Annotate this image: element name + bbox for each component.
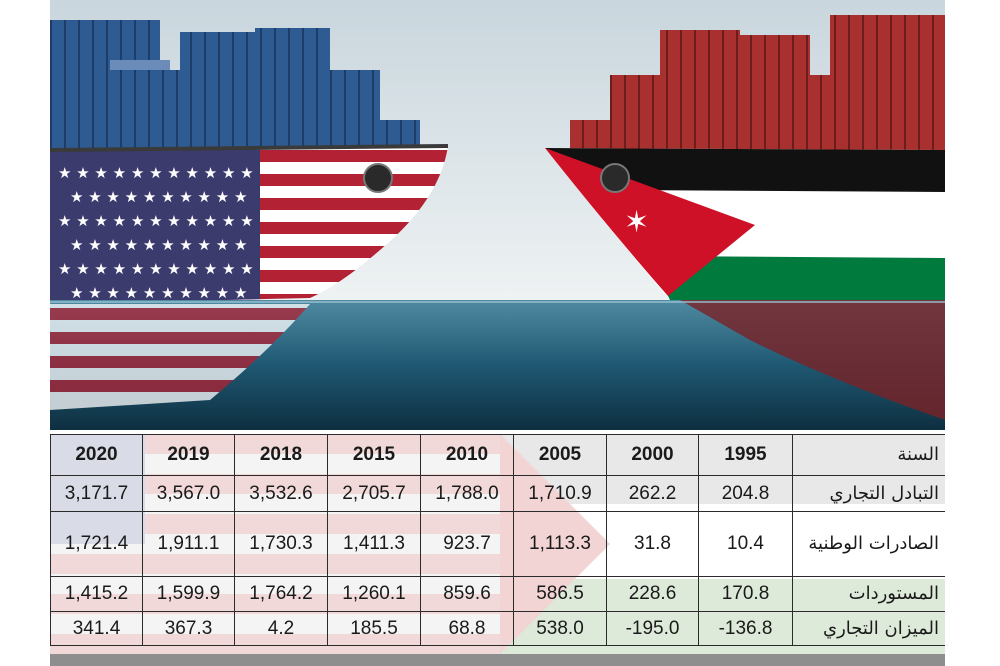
table-cell: 586.5 [513,576,607,612]
table-row: 341.4 367.3 4.2 185.5 68.8 538.0 -195.0 … [50,611,945,646]
table-cell: -136.8 [698,611,793,646]
table-cell: 204.8 [698,475,793,512]
table-cell: 1,710.9 [513,475,607,512]
table-cell: 1,788.0 [420,475,514,512]
trade-table-panel: 2020 2019 2018 2015 2010 2005 2000 1995 … [50,434,945,654]
svg-text:★ ★ ★ ★ ★ ★ ★ ★ ★ ★ ★: ★ ★ ★ ★ ★ ★ ★ ★ ★ ★ ★ [58,260,254,278]
svg-text:★ ★ ★ ★ ★ ★ ★ ★ ★ ★: ★ ★ ★ ★ ★ ★ ★ ★ ★ ★ [70,236,247,254]
table-cell: 1,599.9 [142,576,235,612]
table-cell: 262.2 [606,475,699,512]
row-label: الميزان التجاري [792,611,945,646]
table-row: 1,415.2 1,599.9 1,764.2 1,260.1 859.6 58… [50,576,945,612]
table-cell: 185.5 [327,611,421,646]
table-cell: 3,567.0 [142,475,235,512]
table-cell: 1,260.1 [327,576,421,612]
us-containers [50,20,420,150]
year-header: 2000 [606,434,699,476]
table-cell: 1,411.3 [327,511,421,577]
table-cell: 170.8 [698,576,793,612]
table-row: 3,171.7 3,567.0 3,532.6 2,705.7 1,788.0 … [50,475,945,512]
table-header-row: 2020 2019 2018 2015 2010 2005 2000 1995 … [50,434,945,476]
table-cell: 1,730.3 [234,511,328,577]
table-cell: 2,705.7 [327,475,421,512]
jordan-flag: ✶ [545,148,945,300]
year-column-label: السنة [792,434,945,476]
table-cell: 859.6 [420,576,514,612]
table-cell: 1,911.1 [142,511,235,577]
table-cell: 1,721.4 [50,511,143,577]
svg-text:★ ★ ★ ★ ★ ★ ★ ★ ★ ★: ★ ★ ★ ★ ★ ★ ★ ★ ★ ★ [70,284,247,302]
table-cell: 341.4 [50,611,143,646]
year-header: 2019 [142,434,235,476]
table-cell: 367.3 [142,611,235,646]
row-label: المستوردات [792,576,945,612]
table-cell: 3,171.7 [50,475,143,512]
table-cell: 31.8 [606,511,699,577]
trade-data-table: 2020 2019 2018 2015 2010 2005 2000 1995 … [50,434,945,646]
table-row: 1,721.4 1,911.1 1,730.3 1,411.3 923.7 1,… [50,511,945,577]
table-cell: 1,415.2 [50,576,143,612]
table-cell: 1,113.3 [513,511,607,577]
year-header: 1995 [698,434,793,476]
table-cell: 10.4 [698,511,793,577]
svg-text:★ ★ ★ ★ ★ ★ ★ ★ ★ ★ ★: ★ ★ ★ ★ ★ ★ ★ ★ ★ ★ ★ [58,164,254,182]
svg-text:✶: ✶ [624,205,649,240]
row-label: الصادرات الوطنية [792,511,945,577]
table-cell: 3,532.6 [234,475,328,512]
bottom-band [50,654,945,666]
svg-text:★ ★ ★ ★ ★ ★ ★ ★ ★ ★: ★ ★ ★ ★ ★ ★ ★ ★ ★ ★ [70,188,247,206]
table-cell: 538.0 [513,611,607,646]
row-label: التبادل التجاري [792,475,945,512]
table-cell: 1,764.2 [234,576,328,612]
year-header: 2015 [327,434,421,476]
table-cell: 4.2 [234,611,328,646]
table-cell: 68.8 [420,611,514,646]
table-cell: 923.7 [420,511,514,577]
table-cell: -195.0 [606,611,699,646]
year-header: 2005 [513,434,607,476]
jordan-containers [570,15,945,150]
year-header: 2020 [50,434,143,476]
year-header: 2010 [420,434,514,476]
ships-illustration: ★ ★ ★ ★ ★ ★ ★ ★ ★ ★ ★ ★ ★ ★ ★ ★ ★ ★ ★ ★ … [50,0,945,430]
table-cell: 228.6 [606,576,699,612]
svg-text:★ ★ ★ ★ ★ ★ ★ ★ ★ ★ ★: ★ ★ ★ ★ ★ ★ ★ ★ ★ ★ ★ [58,212,254,230]
year-header: 2018 [234,434,328,476]
